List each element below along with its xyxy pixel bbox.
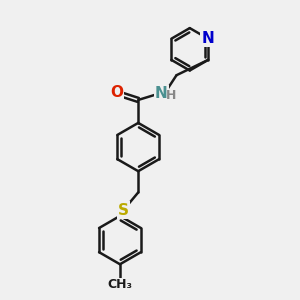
Text: O: O — [110, 85, 123, 100]
Text: H: H — [165, 89, 176, 102]
Text: CH₃: CH₃ — [107, 278, 133, 291]
Text: N: N — [201, 31, 214, 46]
Text: S: S — [118, 202, 129, 217]
Text: N: N — [155, 86, 168, 101]
